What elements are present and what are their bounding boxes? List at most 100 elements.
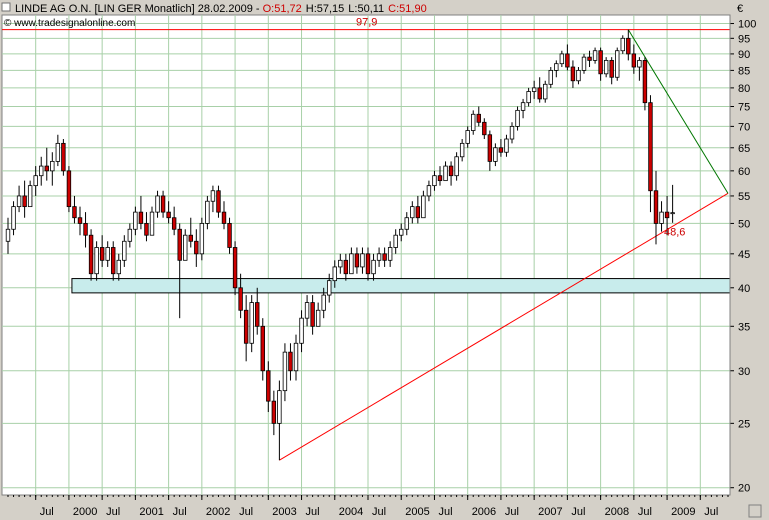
candle (243, 295, 249, 362)
candle (454, 152, 459, 181)
y-tick-label: 100 (738, 19, 756, 31)
candle (432, 170, 437, 191)
candle-body (94, 247, 99, 275)
candle (221, 201, 227, 230)
candle-body (581, 56, 587, 71)
candle-body (404, 217, 409, 230)
candle (111, 241, 116, 281)
candle (177, 223, 182, 319)
candle-body (299, 317, 304, 344)
candle-body (376, 253, 382, 261)
candle (338, 253, 343, 274)
candle-body (487, 134, 493, 162)
support-zone-box (71, 278, 731, 294)
candle-body (44, 165, 49, 172)
candle-body (360, 253, 365, 268)
candle (653, 170, 659, 245)
candle-body (72, 206, 77, 219)
candle (487, 130, 493, 171)
candle (44, 147, 49, 181)
x-tick-label: 2007 (538, 506, 562, 518)
open-value: O:51,72 (263, 3, 302, 15)
candle (537, 77, 542, 103)
candle (282, 343, 288, 402)
candle (160, 190, 166, 218)
candle (188, 217, 193, 248)
candle (277, 380, 282, 461)
resize-grip[interactable] (748, 504, 762, 518)
candle-body (77, 217, 83, 224)
y-tick-label: 40 (738, 283, 750, 295)
candle-body (399, 228, 404, 236)
candle (554, 60, 559, 78)
candle-body (609, 59, 614, 78)
candle (576, 67, 581, 85)
candle (437, 166, 443, 186)
candle (293, 334, 299, 381)
candle (382, 247, 387, 267)
candle-body (659, 211, 664, 224)
candle (171, 206, 177, 236)
candle-body (271, 400, 277, 424)
candle (648, 95, 653, 213)
y-axis: 20 25 30 35 40 45 50 55 60 65 70 75 80 85 90 95 100 (729, 15, 756, 495)
candle (581, 53, 587, 74)
candle (559, 50, 565, 68)
y-tick-label: 90 (738, 49, 750, 61)
candle-body (33, 175, 38, 187)
candle (531, 80, 537, 99)
candle-body (559, 53, 565, 65)
close-value: C:51,90 (388, 3, 427, 15)
candle (476, 106, 481, 127)
candle-body (443, 165, 448, 182)
candle (520, 98, 526, 119)
candle-body (315, 309, 321, 327)
chart-menu-icon[interactable] (1, 2, 11, 12)
candle-body (238, 287, 243, 311)
x-tick-label: Jul (505, 506, 519, 518)
candle-body (88, 234, 94, 275)
downtrend-line (627, 29, 729, 194)
candle-body (509, 125, 515, 140)
candle (393, 229, 398, 254)
candle (376, 247, 382, 267)
candle (504, 134, 509, 157)
candle (404, 212, 409, 236)
candle-body (476, 113, 481, 123)
x-tick-label: 2004 (339, 506, 363, 518)
candle (664, 195, 670, 236)
x-tick-label: 2005 (405, 506, 429, 518)
candle (332, 260, 337, 288)
candle (72, 195, 77, 224)
candle (415, 195, 421, 224)
candle-body (133, 211, 138, 230)
candle-body (138, 211, 144, 224)
candle (304, 295, 310, 327)
candle-body (587, 56, 592, 61)
candle-body (205, 200, 210, 224)
candle (459, 139, 465, 162)
candle-body (415, 206, 421, 219)
x-tick-label: Jul (438, 506, 452, 518)
low-value: L:50,11 (348, 3, 384, 15)
x-tick-label: 2000 (73, 506, 97, 518)
candle-body (243, 309, 249, 344)
candle (587, 50, 592, 68)
candle (515, 106, 520, 131)
y-tick-label: 95 (738, 33, 750, 45)
candle-body (27, 185, 33, 208)
low-label: 48,6 (664, 227, 685, 239)
candle-body (111, 247, 116, 275)
candle-body (365, 253, 371, 275)
candle (620, 35, 625, 54)
candle (360, 247, 365, 274)
x-tick-label: Jul (173, 506, 187, 518)
trend-lines (2, 29, 730, 461)
candle (39, 156, 44, 186)
candlestick-series (5, 29, 675, 461)
candle-body (171, 217, 177, 230)
candle (465, 126, 470, 148)
candle-body (603, 59, 609, 75)
y-tick-label: 70 (738, 121, 750, 133)
uptrend-line (279, 192, 729, 461)
